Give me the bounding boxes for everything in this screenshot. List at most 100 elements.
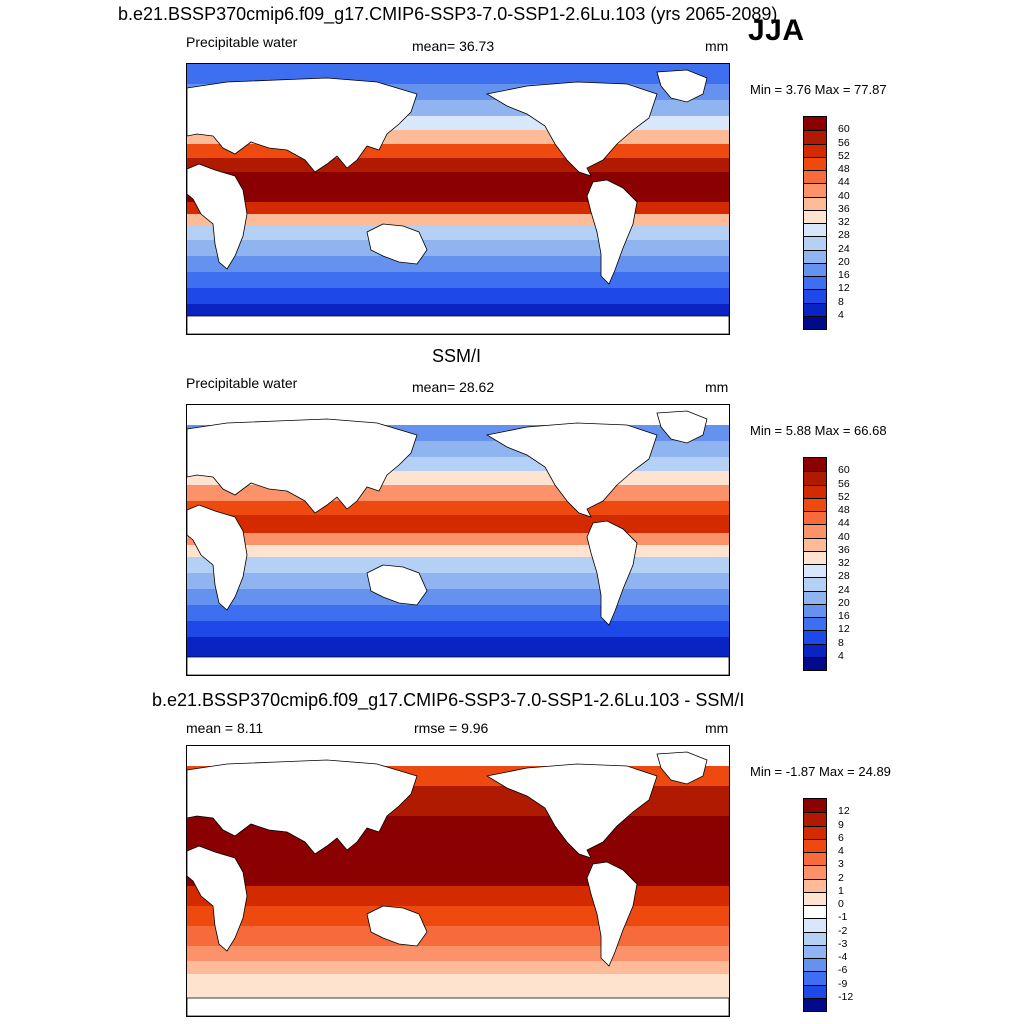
colorbar-swatch: [804, 656, 826, 670]
colorbar-swatch: [804, 865, 826, 879]
colorbar-tick-label: 8: [838, 295, 844, 308]
panel1-variable-label: Precipitable water: [186, 34, 298, 50]
colorbar-swatch: [804, 471, 826, 485]
colorbar-swatch: [804, 630, 826, 644]
colorbar-tick-label: 3: [838, 858, 844, 871]
colorbar-swatch: [804, 183, 826, 197]
panel2-units-label: mm: [705, 379, 729, 395]
colorbar-tick-label: 52: [838, 490, 850, 503]
colorbar-tick-label: 44: [838, 176, 850, 189]
colorbar-swatch: [804, 918, 826, 932]
colorbar-swatch: [804, 878, 826, 892]
colorbar-swatch: [804, 550, 826, 564]
panel3-title: b.e21.BSSP370cmip6.f09_g17.CMIP6-SSP3-7.…: [152, 690, 745, 710]
colorbar-tick-label: 4: [838, 649, 844, 662]
panel1-units-label: mm: [705, 38, 729, 54]
colorbar-tick-label: -6: [838, 964, 848, 977]
panel3-minmax-label: Min = -1.87 Max = 24.89: [750, 764, 891, 779]
panel3-colorbar: 12 9 6 4 3 2 1 0 -1 -2 -3 -4 -6 -9 -12: [803, 798, 853, 1012]
season-label: JJA: [748, 14, 805, 47]
colorbar-swatch: [804, 196, 826, 210]
colorbar-swatch: [804, 302, 826, 316]
colorbar-swatch: [804, 971, 826, 985]
colorbar-tick-label: 60: [838, 123, 850, 136]
colorbar-swatch: [804, 891, 826, 905]
colorbar-tick-label: 36: [838, 202, 850, 215]
colorbar-tick-label: 24: [838, 242, 850, 255]
colorbar-swatch: [804, 812, 826, 826]
colorbar-swatch: [804, 511, 826, 525]
panel1-title: b.e21.BSSP370cmip6.f09_g17.CMIP6-SSP3-7.…: [118, 4, 778, 24]
panel3-mean-label: mean = 8.11: [186, 720, 264, 736]
colorbar-swatch: [804, 852, 826, 866]
colorbar-tick-label: 16: [838, 269, 850, 281]
colorbar-swatch: [804, 249, 826, 263]
colorbar-swatch: [804, 497, 826, 511]
colorbar-swatch: [804, 170, 826, 184]
panel2-minmax-label: Min = 5.88 Max = 66.68: [750, 423, 887, 438]
colorbar-tick-label: 12: [838, 805, 850, 818]
colorbar-swatch: [804, 262, 826, 276]
panel3-map: [186, 745, 730, 1017]
panel3-units-label: mm: [705, 720, 729, 736]
panel2-mean-label: mean= 28.62: [412, 379, 495, 395]
panel1-map: [186, 63, 730, 335]
colorbar-tick-label: 56: [838, 477, 850, 490]
colorbar-tick-label: 12: [838, 282, 850, 295]
panel2-title: SSM/I: [432, 346, 482, 366]
colorbar-swatch: [804, 289, 826, 303]
colorbar-swatch: [804, 315, 826, 329]
colorbar-tick-label: -1: [838, 911, 848, 924]
colorbar-tick-label: 4: [838, 845, 844, 857]
colorbar-swatch: [804, 117, 826, 131]
colorbar-tick-label: -3: [838, 937, 848, 950]
colorbar-tick-label: 2: [838, 871, 844, 884]
colorbar-swatch: [804, 944, 826, 958]
colorbar-swatch: [804, 958, 826, 972]
colorbar-tick-label: 24: [838, 583, 850, 596]
colorbar-swatch: [804, 590, 826, 604]
colorbar-swatch: [804, 156, 826, 170]
colorbar-swatch: [804, 537, 826, 551]
colorbar-swatch: [804, 484, 826, 498]
colorbar-tick-label: 20: [838, 255, 850, 268]
colorbar-swatch: [804, 825, 826, 839]
colorbar-tick-label: 52: [838, 149, 850, 162]
colorbar-swatch: [804, 236, 826, 250]
colorbar-tick-label: 28: [838, 570, 850, 583]
colorbar-swatch: [804, 643, 826, 657]
colorbar-tick-label: -9: [838, 977, 848, 990]
colorbar-tick-label: 40: [838, 530, 850, 543]
panel1-colorbar: 60 56 52 48 44 40 36 32 28 24 20 16 12 8 4: [803, 116, 850, 330]
colorbar-tick-label: -4: [838, 951, 848, 963]
colorbar-tick-label: 48: [838, 504, 850, 516]
colorbar-swatch: [804, 577, 826, 591]
colorbar-tick-label: 32: [838, 557, 850, 569]
panel3-rmse-label: rmse = 9.96: [414, 720, 489, 736]
colorbar-tick-label: 9: [838, 818, 844, 831]
colorbar-tick-label: 1: [838, 884, 844, 897]
panel1-mean-label: mean= 36.73: [412, 38, 495, 54]
colorbar-tick-label: 40: [838, 189, 850, 202]
colorbar-swatch: [804, 458, 826, 472]
colorbar-swatch: [804, 209, 826, 223]
colorbar-swatch: [804, 905, 826, 919]
colorbar-swatch: [804, 603, 826, 617]
colorbar-tick-label: 48: [838, 163, 850, 175]
colorbar-tick-label: 28: [838, 229, 850, 242]
colorbar-swatch: [804, 564, 826, 578]
colorbar-swatch: [804, 931, 826, 945]
colorbar-swatch: [804, 838, 826, 852]
colorbar-tick-label: 16: [838, 610, 850, 622]
panel2-variable-label: Precipitable water: [186, 375, 298, 391]
colorbar-tick-label: 12: [838, 623, 850, 636]
colorbar-swatch: [804, 276, 826, 290]
colorbar-tick-label: 56: [838, 136, 850, 149]
colorbar-swatch: [804, 997, 826, 1011]
colorbar-tick-label: -2: [838, 924, 848, 937]
colorbar-tick-label: 8: [838, 636, 844, 649]
colorbar-swatch: [804, 524, 826, 538]
panel2-colorbar: 60 56 52 48 44 40 36 32 28 24 20 16 12 8 4: [803, 457, 850, 671]
colorbar-tick-label: 36: [838, 543, 850, 556]
panel1-minmax-label: Min = 3.76 Max = 77.87: [750, 82, 887, 97]
